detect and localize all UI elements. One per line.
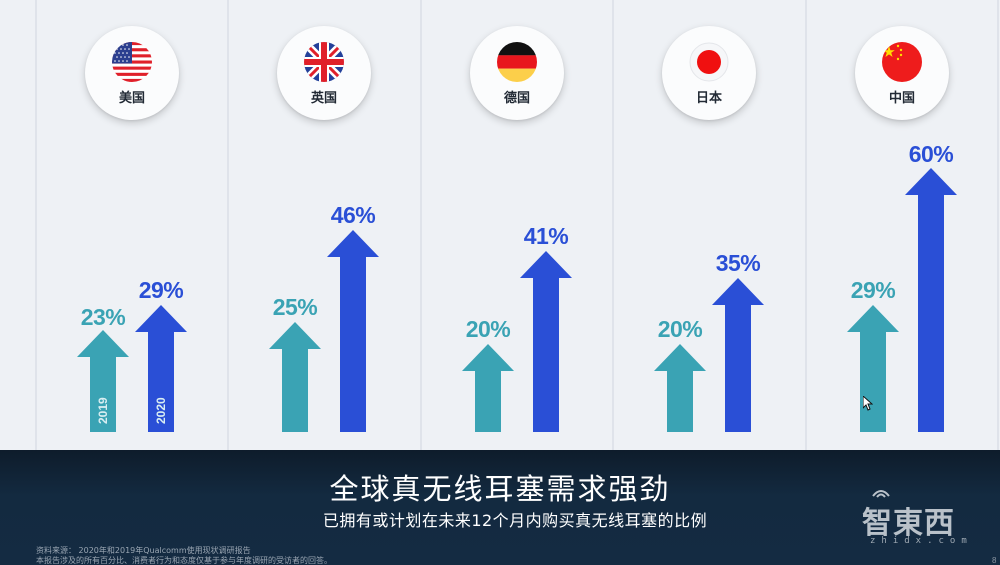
- arrow-2019: [269, 322, 321, 432]
- value-label-2020: 60%: [908, 141, 954, 167]
- value-label-2019: 20%: [657, 316, 703, 342]
- arrow-2019: [462, 344, 514, 432]
- country-badge: 英国: [277, 26, 371, 120]
- country-badge: 美国: [85, 26, 179, 120]
- country-name: 英国: [310, 91, 337, 106]
- arrow-2020: [520, 251, 572, 432]
- value-label-2019: 23%: [80, 304, 126, 330]
- value-label-2019: 25%: [272, 294, 318, 320]
- chart-area: 美国 23% 2019 29% 2020: [35, 0, 999, 450]
- country-name: 中国: [888, 91, 915, 106]
- arrow-2019: [77, 330, 129, 432]
- country-name: 日本: [695, 91, 722, 106]
- slide-title: 全球真无线耳塞需求强劲: [329, 472, 671, 506]
- column-divider: [805, 0, 807, 450]
- column-germany: 德国 20% 41%: [422, 0, 614, 450]
- country-name: 德国: [503, 91, 530, 106]
- wifi-signal-icon: [872, 490, 890, 498]
- logo-domain: zhidx.com: [870, 536, 973, 546]
- arrow-2020: [135, 305, 187, 432]
- slide-subtitle: 已拥有或计划在未来12个月内购买真无线耳塞的比例: [322, 511, 708, 530]
- value-label-2020: 35%: [715, 250, 761, 276]
- arrow-2020: [905, 168, 957, 432]
- zhidx-logo: 智東西 zhidx.com: [862, 490, 982, 550]
- mouse-cursor-icon: [862, 394, 874, 416]
- arrow-2020: [712, 278, 764, 432]
- country-badge: 中国: [855, 26, 949, 120]
- china-flag-icon: [882, 42, 922, 82]
- footer-banner: 全球真无线耳塞需求强劲 已拥有或计划在未来12个月内购买真无线耳塞的比例 资料来…: [0, 450, 1000, 565]
- arrow-2019: [847, 305, 899, 432]
- year-label-2019: 2019: [96, 397, 110, 424]
- germany-flag-icon: [497, 42, 537, 82]
- logo-text: 智東西: [862, 506, 955, 541]
- year-label-2020: 2020: [154, 397, 168, 424]
- column-usa: 美国 23% 2019 29% 2020: [37, 0, 229, 450]
- column-divider: [612, 0, 614, 450]
- page-number: 8: [992, 556, 997, 565]
- value-label-2020: 29%: [138, 277, 184, 303]
- source-line-1: 资料来源： 2020年和2019年Qualcomm使用现状调研报告: [36, 546, 251, 555]
- column-divider: [420, 0, 422, 450]
- column-divider: [35, 0, 37, 450]
- value-label-2019: 29%: [850, 277, 896, 303]
- value-label-2020: 41%: [523, 223, 569, 249]
- arrow-2019: [654, 344, 706, 432]
- country-badge: 日本: [662, 26, 756, 120]
- country-name: 美国: [118, 91, 145, 106]
- uk-flag-icon: [304, 42, 344, 82]
- country-badge: 德国: [470, 26, 564, 120]
- us-flag-icon: [112, 42, 152, 82]
- column-japan: 日本 20% 35%: [614, 0, 806, 450]
- value-label-2020: 46%: [330, 202, 376, 228]
- column-uk: 英国 25% 46%: [229, 0, 421, 450]
- column-divider: [997, 0, 999, 450]
- arrow-2020: [327, 230, 379, 432]
- source-line-2: 本报告涉及的所有百分比、消费者行为和态度仅基于参与年度调研的受访者的回答。: [36, 556, 332, 565]
- value-label-2019: 20%: [465, 316, 511, 342]
- column-china: 中国 29% 60%: [807, 0, 999, 450]
- source-note: 资料来源： 2020年和2019年Qualcomm使用现状调研报告 本报告涉及的…: [36, 546, 332, 565]
- japan-flag-icon: [689, 42, 729, 82]
- column-divider: [227, 0, 229, 450]
